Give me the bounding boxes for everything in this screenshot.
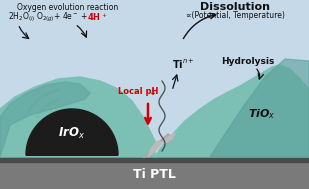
Text: ∝(Potential, Temperature): ∝(Potential, Temperature) [186,12,285,20]
Text: Oxygen evolution reaction: Oxygen evolution reaction [17,2,119,12]
Bar [0,157,309,162]
Polygon shape [148,133,175,157]
Text: 4H$^+$: 4H$^+$ [87,11,107,23]
Polygon shape [0,77,155,157]
Polygon shape [26,109,118,155]
Text: O$_{2(g)}$+ 4e$^-$ +: O$_{2(g)}$+ 4e$^-$ + [36,10,88,24]
Polygon shape [210,59,309,157]
Text: Ti PTL: Ti PTL [133,169,176,181]
Bar [0,157,309,189]
Polygon shape [143,134,173,157]
Text: Ti$^{n+}$: Ti$^{n+}$ [172,57,194,70]
Text: Local pH: Local pH [118,87,158,95]
Text: Hydrolysis: Hydrolysis [221,57,275,66]
Text: $\downarrow$: $\downarrow$ [147,85,157,97]
Text: TiO$_x$: TiO$_x$ [248,107,276,121]
Text: Dissolution: Dissolution [200,2,270,12]
Polygon shape [0,82,90,157]
Text: IrO$_x$: IrO$_x$ [58,125,86,141]
Polygon shape [155,65,309,157]
Text: 2H$_2$O$_{(l)}$: 2H$_2$O$_{(l)}$ [8,10,36,24]
